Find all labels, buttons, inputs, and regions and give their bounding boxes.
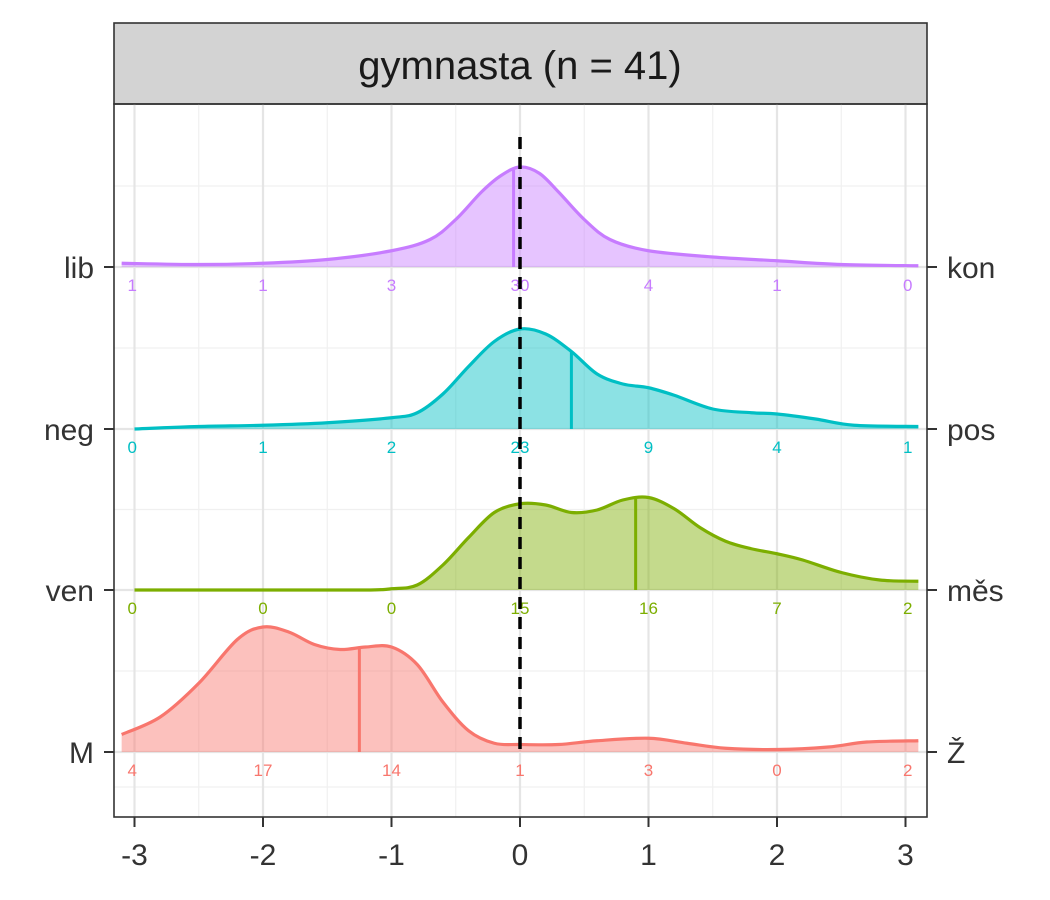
count-label: 4 xyxy=(128,761,137,780)
count-label: 9 xyxy=(644,438,653,457)
count-label: 16 xyxy=(639,599,658,618)
y-axis-label-right: měs xyxy=(947,575,1004,608)
density-area xyxy=(121,626,919,752)
count-label: 7 xyxy=(772,599,781,618)
count-label: 14 xyxy=(382,761,401,780)
count-label: 1 xyxy=(515,761,524,780)
x-axis-tick-label: 3 xyxy=(897,839,914,872)
x-axis-tick-label: 0 xyxy=(512,839,529,872)
count-label: 2 xyxy=(903,761,912,780)
series-M-Ž: 4 17 14 1 3 0 2 xyxy=(120,625,919,780)
count-label: 1 xyxy=(772,276,781,295)
y-axis-label-left: lib xyxy=(64,252,94,285)
count-label: 0 xyxy=(128,438,137,457)
count-label: 2 xyxy=(903,599,912,618)
count-label: 0 xyxy=(903,276,912,295)
density-line xyxy=(134,327,919,431)
count-label: 1 xyxy=(128,276,137,295)
facet-strip: gymnasta (n = 41) xyxy=(113,22,928,105)
density-area xyxy=(134,496,919,591)
count-label: 4 xyxy=(772,438,781,457)
count-label: 1 xyxy=(258,276,267,295)
count-label: 1 xyxy=(258,438,267,457)
count-label: 2 xyxy=(387,438,396,457)
density-line xyxy=(134,495,919,592)
x-axis-tick-label: -3 xyxy=(121,839,148,872)
series-ven-měs: 000151672 xyxy=(128,495,919,618)
count-label: 4 xyxy=(644,276,653,295)
facet-title: gymnasta (n = 41) xyxy=(358,44,682,88)
count-label: 0 xyxy=(387,599,396,618)
y-axis-label-right: Ž xyxy=(947,737,965,770)
x-axis-tick-label: 1 xyxy=(640,839,657,872)
x-axis-tick-label: -2 xyxy=(250,839,277,872)
y-axis-label-left: ven xyxy=(46,575,94,608)
count-label: 17 xyxy=(254,761,273,780)
count-label: 0 xyxy=(128,599,137,618)
facet-strip-background xyxy=(113,22,928,105)
count-label: 3 xyxy=(387,276,396,295)
y-axis-label-right: kon xyxy=(947,252,995,285)
count-label: 0 xyxy=(258,599,267,618)
y-axis-label-left: neg xyxy=(44,414,94,447)
y-axis-label-right: pos xyxy=(947,414,995,447)
count-label: 1 xyxy=(903,438,912,457)
density-area xyxy=(134,328,919,429)
density-line xyxy=(120,625,919,752)
count-label: 0 xyxy=(772,761,781,780)
density-area xyxy=(121,166,919,267)
x-axis-tick-label: -1 xyxy=(378,839,405,872)
y-axis-label-left: M xyxy=(69,737,94,770)
count-label: 3 xyxy=(644,761,653,780)
x-axis-tick-label: 2 xyxy=(769,839,786,872)
